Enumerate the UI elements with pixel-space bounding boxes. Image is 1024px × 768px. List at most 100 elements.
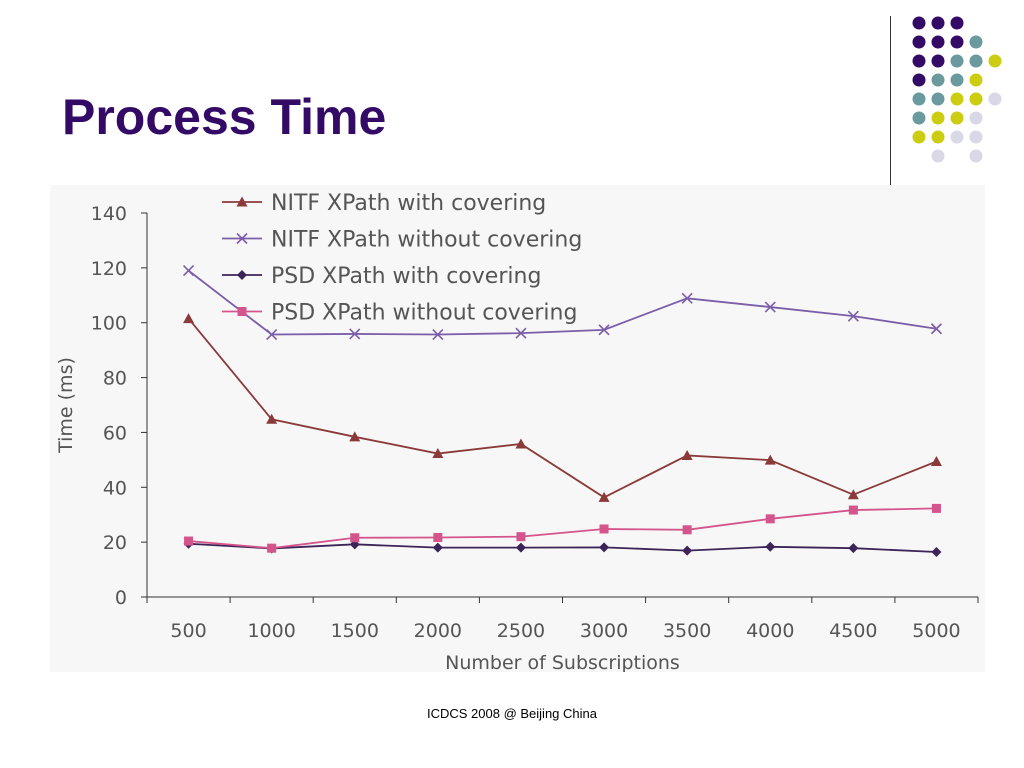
y-tick-label: 20 bbox=[103, 532, 127, 554]
decorative-dot bbox=[912, 35, 926, 49]
data-point bbox=[848, 505, 858, 515]
y-tick-label: 40 bbox=[103, 477, 127, 499]
series-line bbox=[188, 542, 937, 553]
data-point bbox=[598, 324, 610, 336]
decorative-dot bbox=[912, 16, 926, 30]
legend-item: NITF XPath without covering bbox=[222, 228, 582, 253]
data-point bbox=[847, 310, 859, 322]
series-line bbox=[188, 269, 937, 336]
decorative-dot bbox=[912, 54, 926, 68]
data-point bbox=[848, 543, 859, 554]
decorative-dot bbox=[931, 35, 945, 49]
data-point bbox=[599, 542, 610, 553]
x-tick-label: 2000 bbox=[414, 620, 462, 642]
legend-item: NITF XPath with covering bbox=[222, 191, 546, 216]
data-point bbox=[183, 313, 195, 324]
line-chart: 0 20 40 60 80 100 120 140 500 1000 1500 2000 2500 300… bbox=[55, 191, 979, 672]
decorative-dot bbox=[969, 73, 983, 87]
series-line bbox=[187, 318, 937, 499]
data-point bbox=[599, 524, 609, 534]
decorative-dot bbox=[931, 54, 945, 68]
x-axis-label: Number of Subscriptions bbox=[445, 652, 680, 672]
decorative-dot bbox=[969, 35, 983, 49]
data-point bbox=[682, 525, 692, 535]
data-point bbox=[350, 533, 360, 543]
decorative-dot bbox=[912, 92, 926, 106]
slide-footer: ICDCS 2008 @ Beijing China bbox=[0, 706, 1024, 721]
data-point bbox=[516, 532, 526, 542]
legend-marker bbox=[237, 307, 247, 316]
y-axis-label: Time (ms) bbox=[55, 357, 77, 454]
decorative-dot bbox=[931, 130, 945, 144]
x-tick-label: 4000 bbox=[746, 620, 794, 642]
data-point bbox=[847, 489, 859, 500]
decorative-dot bbox=[950, 92, 964, 106]
legend-item: PSD XPath with covering bbox=[222, 264, 541, 289]
data-point bbox=[515, 327, 527, 339]
data-point bbox=[515, 438, 527, 449]
decorative-dot-grid bbox=[912, 16, 1002, 163]
data-point bbox=[515, 542, 526, 553]
data-point bbox=[930, 456, 942, 467]
x-tick-label: 3000 bbox=[580, 620, 628, 642]
x-tick-label: 3500 bbox=[663, 620, 711, 642]
decorative-dot bbox=[969, 111, 983, 125]
legend-label: PSD XPath with covering bbox=[271, 264, 541, 289]
series-4 bbox=[184, 503, 941, 553]
series-1 bbox=[183, 313, 942, 502]
legend-label: PSD XPath without covering bbox=[271, 301, 577, 326]
decorative-dot bbox=[950, 16, 964, 30]
decorative-dot bbox=[969, 130, 983, 144]
x-tick-label: 2500 bbox=[497, 620, 545, 642]
data-point bbox=[432, 328, 444, 341]
legend-label: NITF XPath without covering bbox=[271, 228, 582, 253]
decorative-dot bbox=[969, 54, 983, 68]
legend-marker bbox=[237, 270, 247, 280]
chart-panel: 0 20 40 60 80 100 120 140 500 1000 1500 2000 2500 300… bbox=[50, 185, 985, 672]
y-tick-label: 140 bbox=[91, 203, 127, 225]
data-point bbox=[433, 532, 443, 542]
data-point bbox=[764, 301, 776, 313]
decorative-dot bbox=[950, 111, 964, 125]
y-tick-label: 80 bbox=[103, 368, 127, 390]
decorative-dot bbox=[969, 149, 983, 163]
decorative-dot bbox=[931, 73, 945, 87]
legend-marker bbox=[236, 196, 248, 207]
data-point bbox=[267, 543, 277, 553]
data-point bbox=[931, 547, 942, 558]
decorative-dot bbox=[931, 16, 945, 30]
slide-title: Process Time bbox=[62, 89, 387, 145]
decorative-dot bbox=[931, 92, 945, 106]
data-point bbox=[765, 541, 776, 552]
decorative-dot bbox=[912, 111, 926, 125]
data-point bbox=[931, 503, 941, 513]
data-point bbox=[349, 431, 361, 442]
legend-label: NITF XPath with covering bbox=[271, 191, 546, 216]
data-point bbox=[930, 323, 943, 335]
footer-text: ICDCS 2008 @ Beijing China bbox=[426, 706, 597, 721]
decorative-dot bbox=[931, 111, 945, 125]
data-point bbox=[432, 542, 443, 553]
x-tick-label: 4500 bbox=[829, 620, 877, 642]
decorative-dot bbox=[950, 54, 964, 68]
series-3 bbox=[183, 538, 942, 558]
series-2 bbox=[182, 265, 943, 341]
y-tick-label: 60 bbox=[103, 422, 127, 444]
data-point bbox=[681, 292, 693, 304]
legend: NITF XPath with covering NITF XPath witho… bbox=[222, 191, 582, 326]
decorative-dot bbox=[950, 35, 964, 49]
decorative-dot bbox=[988, 92, 1002, 106]
x-tick-label: 500 bbox=[170, 620, 206, 642]
decorative-dot bbox=[969, 92, 983, 106]
data-point bbox=[266, 413, 278, 424]
data-point bbox=[764, 454, 776, 465]
data-point bbox=[184, 536, 194, 546]
y-tick-label: 120 bbox=[91, 258, 127, 280]
data-point bbox=[681, 449, 693, 460]
data-point bbox=[598, 491, 610, 502]
x-tick-label: 5000 bbox=[912, 620, 960, 642]
decorative-dot bbox=[912, 73, 926, 87]
y-tick-label: 0 bbox=[115, 587, 127, 609]
decorative-dot bbox=[931, 149, 945, 163]
legend-marker bbox=[236, 232, 248, 245]
